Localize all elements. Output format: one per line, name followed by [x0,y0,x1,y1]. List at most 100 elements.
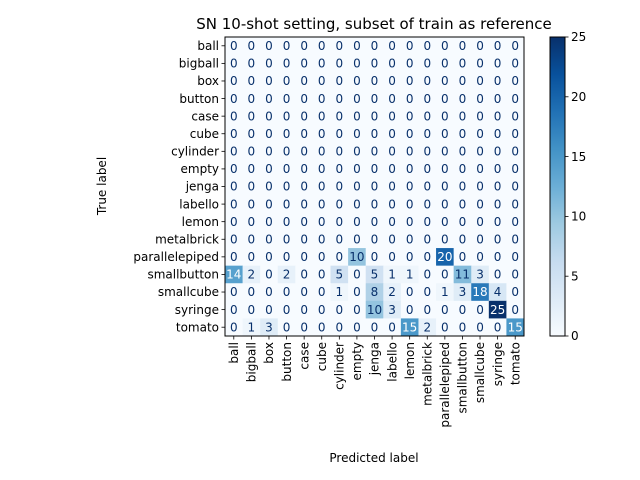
y-tick-label: parallelepiped [133,250,219,264]
cell-value-label: 0 [230,303,238,317]
heatmap-cell [471,107,490,126]
cell-value-label: 0 [283,127,291,141]
heatmap-cell [418,283,437,302]
heatmap-cell [418,248,437,267]
cell-value-label: 0 [230,285,238,299]
heatmap-cell [365,300,384,319]
heatmap-cell [365,160,384,179]
cell-value-label: 0 [476,180,484,194]
heatmap-cell [506,300,525,319]
heatmap-cell [383,300,402,319]
heatmap-cell [225,160,243,179]
cell-value-label: 0 [388,215,396,229]
heatmap-cell [506,248,525,267]
colorbar-tick-label: 25 [571,30,586,44]
heatmap-cell [506,230,525,249]
heatmap-cell [312,37,331,55]
heatmap-cell [453,142,472,161]
cell-value-label: 0 [459,39,467,53]
heatmap-cell [225,230,243,249]
y-tick-label: empty [181,162,220,176]
cell-value-label: 0 [388,145,396,159]
heatmap-cell [295,265,314,284]
heatmap-cell [436,212,455,231]
cell-value-label: 0 [353,268,361,282]
heatmap-cell [295,89,314,108]
heatmap-cell [383,318,402,337]
heatmap-cell [453,107,472,126]
heatmap-cell [225,54,243,73]
cell-value-label: 0 [371,320,379,334]
heatmap-cell [436,160,455,179]
heatmap-cell [348,248,367,267]
cell-value-label: 0 [494,57,502,71]
heatmap-cell [506,177,525,196]
heatmap-cell [418,54,437,73]
heatmap-cell [295,54,314,73]
heatmap-cell [242,300,261,319]
heatmap-cell [312,265,331,284]
cell-value-label: 0 [248,303,256,317]
cell-value-label: 0 [406,39,414,53]
cell-value-label: 0 [423,285,431,299]
cell-value-label: 0 [353,320,361,334]
heatmap-cell [330,124,349,143]
x-tick-label: cylinder [333,342,347,390]
cell-value-label: 0 [300,92,308,106]
heatmap-cell [260,177,279,196]
cell-value-label: 0 [406,57,414,71]
cell-value-label: 0 [300,145,308,159]
cell-value-label: 0 [441,57,449,71]
cell-value-label: 0 [300,268,308,282]
heatmap-cell [365,212,384,231]
y-tick-label: box [197,74,219,88]
cell-value-label: 0 [335,250,343,264]
cell-value-label: 0 [494,74,502,88]
heatmap-cell [453,89,472,108]
cell-value-label: 0 [318,109,326,123]
heatmap-cell [225,124,243,143]
y-tick-label: lemon [182,215,219,229]
heatmap-cell [436,37,455,55]
heatmap-cell [277,212,296,231]
cell-value-label: 11 [455,268,470,282]
cell-value-label: 0 [511,285,519,299]
heatmap-cell [330,107,349,126]
heatmap-cell [260,160,279,179]
heatmap-cell [400,212,419,231]
cell-value-label: 0 [459,180,467,194]
cell-value-label: 0 [441,180,449,194]
heatmap-cell [365,318,384,337]
cell-value-label: 0 [230,197,238,211]
cell-value-label: 0 [335,127,343,141]
cell-value-label: 0 [230,39,238,53]
cell-value-label: 3 [265,320,273,334]
cell-value-label: 0 [423,250,431,264]
heatmap-cell [436,248,455,267]
cell-value-label: 0 [511,39,519,53]
heatmap-cell [348,195,367,214]
cell-value-label: 0 [283,74,291,88]
cell-value-label: 0 [248,127,256,141]
heatmap-cell [242,248,261,267]
heatmap-cell [453,248,472,267]
cell-value-label: 0 [335,92,343,106]
cell-value-label: 0 [406,215,414,229]
heatmap-cell [277,195,296,214]
heatmap-cell [330,160,349,179]
cell-value-label: 0 [265,109,273,123]
cell-value-label: 10 [367,303,382,317]
heatmap-cell [225,142,243,161]
heatmap-cell [506,54,525,73]
heatmap-cell [330,72,349,91]
cell-value-label: 0 [476,250,484,264]
cell-value-label: 0 [423,197,431,211]
cell-value-label: 0 [441,268,449,282]
cell-value-label: 0 [248,180,256,194]
cell-value-label: 0 [283,39,291,53]
x-tick-label: parallelepiped [438,342,452,428]
cell-value-label: 0 [441,127,449,141]
heatmap-cell [330,142,349,161]
cell-value-label: 0 [230,232,238,246]
